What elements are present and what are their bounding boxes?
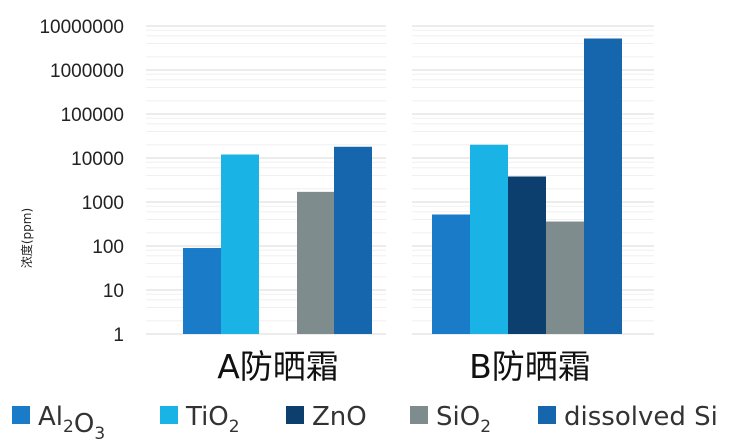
bar-sio2-2 bbox=[546, 221, 584, 334]
legend-swatch bbox=[538, 406, 556, 424]
legend-item: dissolved Si bbox=[538, 402, 718, 432]
y-tick-label: 10 bbox=[103, 281, 124, 302]
legend-label: Al2O3 bbox=[38, 402, 105, 444]
y-tick-label: 1000000 bbox=[50, 61, 124, 82]
y-tick-label: 100000 bbox=[61, 105, 124, 126]
bar-zno-2 bbox=[508, 176, 546, 334]
bar-tio2-1 bbox=[221, 154, 259, 334]
bar-sio2-1 bbox=[297, 191, 335, 334]
legend: Al2O3 TiO2 ZnO SiO2 dissolved Si bbox=[12, 402, 718, 444]
bar-dissolved-si-2 bbox=[584, 38, 622, 335]
legend-item: Al2O3 bbox=[12, 402, 105, 444]
y-tick-label: 10000000 bbox=[39, 17, 124, 38]
legend-item: TiO2 bbox=[160, 402, 240, 437]
legend-label: ZnO bbox=[312, 402, 367, 432]
legend-item: SiO2 bbox=[410, 402, 491, 437]
legend-label: dissolved Si bbox=[564, 402, 718, 432]
category-label: B防晒霜 bbox=[469, 347, 591, 386]
bar-al2o3-1 bbox=[183, 248, 221, 334]
legend-swatch bbox=[410, 406, 428, 424]
y-axis-ticks: 1 10 100 1000 10000 100000 1000000 10000000 bbox=[39, 17, 124, 346]
legend-label: SiO2 bbox=[436, 402, 491, 437]
y-tick-label: 10000 bbox=[71, 149, 124, 170]
bars bbox=[183, 38, 622, 335]
category-labels: A防晒霜 B防晒霜 bbox=[217, 347, 591, 386]
legend-swatch bbox=[286, 406, 304, 424]
bar-al2o3-2 bbox=[432, 214, 470, 334]
bar-dissolved-si-1 bbox=[334, 146, 372, 334]
legend-item: ZnO bbox=[286, 402, 367, 432]
y-tick-label: 100 bbox=[92, 237, 124, 258]
y-tick-label: 1 bbox=[113, 325, 124, 346]
bar-tio2-2 bbox=[470, 144, 508, 334]
legend-swatch bbox=[160, 406, 178, 424]
legend-swatch bbox=[12, 406, 30, 424]
y-axis-label: 浓度(ppm) bbox=[19, 208, 34, 268]
category-label: A防晒霜 bbox=[217, 347, 339, 386]
legend-label: TiO2 bbox=[185, 402, 240, 437]
y-tick-label: 1000 bbox=[82, 193, 124, 214]
